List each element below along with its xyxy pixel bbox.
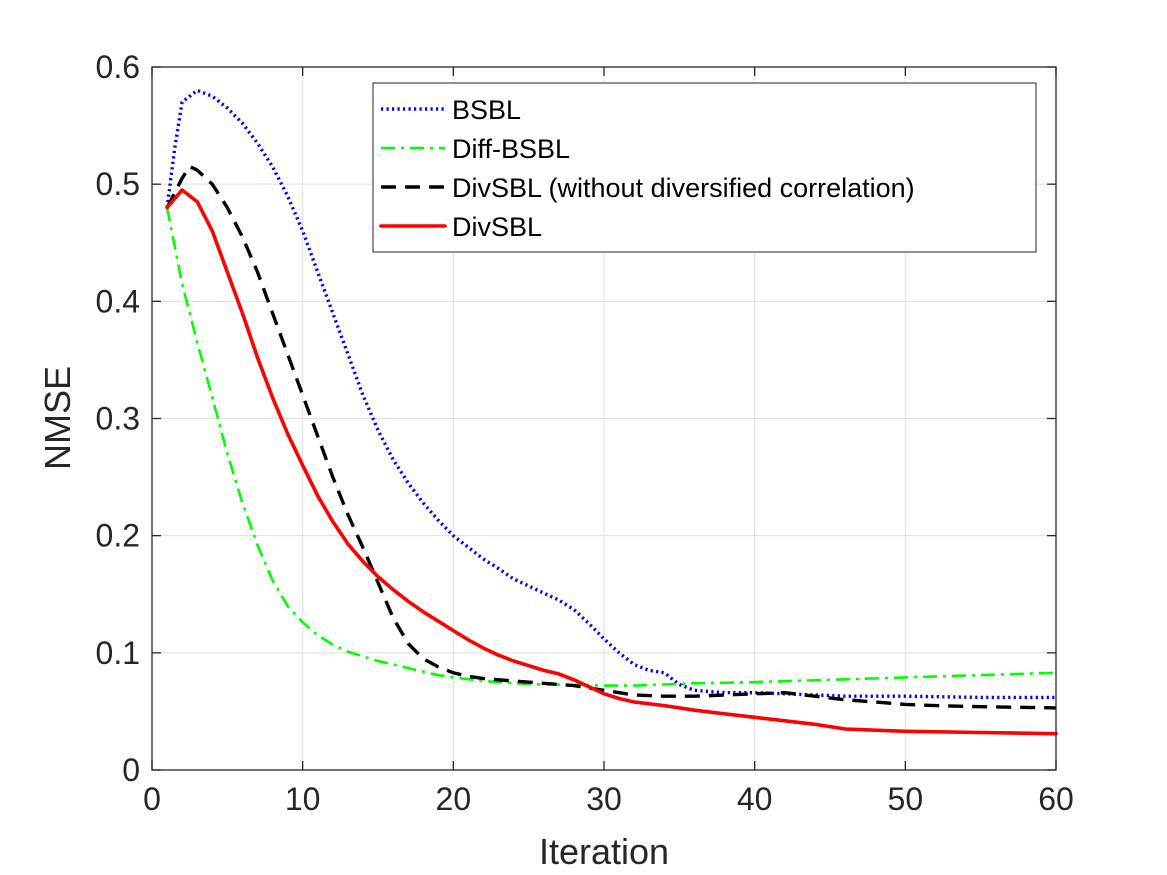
x-tick-label: 60 <box>1038 781 1074 817</box>
y-tick-label: 0.3 <box>96 401 140 437</box>
x-tick-label: 20 <box>436 781 472 817</box>
y-tick-label: 0.1 <box>96 635 140 671</box>
y-axis-title: NMSE <box>37 366 78 470</box>
legend-label-bsbl: BSBL <box>452 95 521 125</box>
legend-box <box>372 82 1037 253</box>
series-line-diff-bsbl <box>165 207 1057 687</box>
legend-label-divsbl-without-diversified-correlation: DivSBL (without diversified correlation) <box>452 173 915 203</box>
axis-ticks: 0 10 20 30 40 50 60 0 0.1 0.2 0.3 0.4 0.5 0.6 <box>96 49 1074 817</box>
x-tick-label: 30 <box>586 781 622 817</box>
y-tick-label: 0.6 <box>96 49 140 85</box>
legend-label-diff-bsbl: Diff-BSBL <box>452 134 570 164</box>
series-line-divsbl-without-diversified-correlation <box>165 164 1057 710</box>
series-line-divsbl <box>165 188 1058 736</box>
y-tick-label: 0.2 <box>96 518 140 554</box>
y-tick-label: 0.5 <box>96 166 140 202</box>
y-tick-label: 0.4 <box>96 283 140 319</box>
x-tick-label: 40 <box>737 781 773 817</box>
series-lines <box>165 88 1058 736</box>
x-tick-label: 10 <box>285 781 321 817</box>
legend: BSBL Diff-BSBL DivSBL (without diversified… <box>372 82 1037 253</box>
x-tick-label: 50 <box>888 781 924 817</box>
x-axis-title: Iteration <box>539 831 669 872</box>
y-tick-label: 0 <box>122 752 140 788</box>
x-tick-label: 0 <box>143 781 161 817</box>
legend-label-divsbl: DivSBL <box>452 212 542 242</box>
